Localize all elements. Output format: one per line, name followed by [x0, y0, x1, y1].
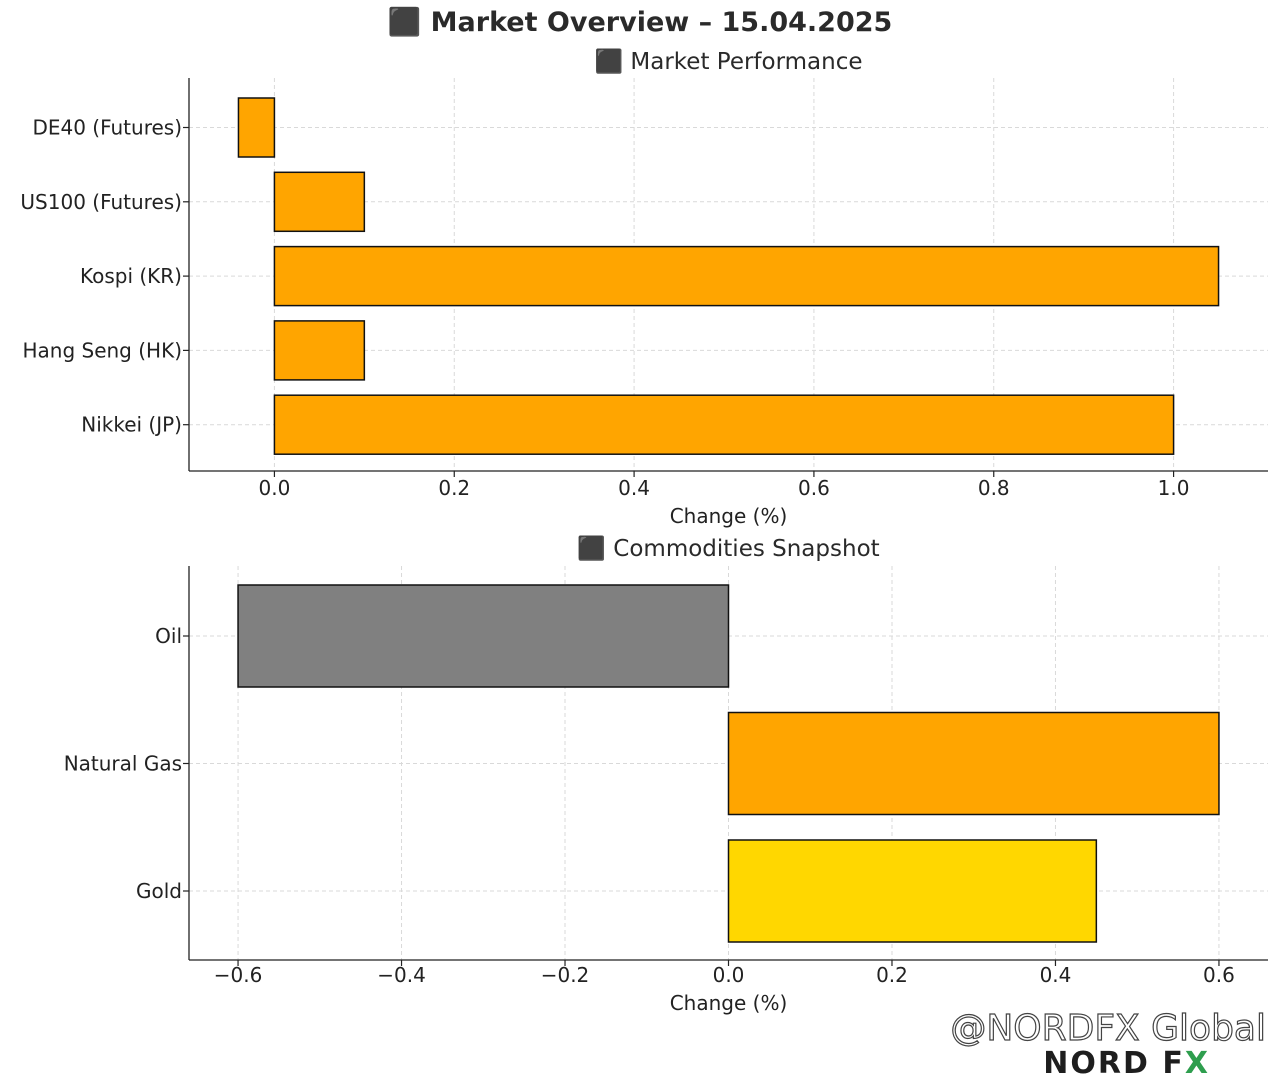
bar	[273, 320, 366, 381]
y-tick-label: Natural Gas	[64, 752, 182, 776]
watermark-handle: @NORDFX Global	[950, 1007, 1267, 1049]
commodities-title: ⬛ Commodities Snapshot	[577, 535, 879, 562]
y-tick-label: Oil	[155, 624, 182, 648]
x-tick-label: 0.2	[876, 963, 908, 987]
bar	[727, 839, 1098, 943]
performance-chart: 0.0 0.2 0.4 0.6 0.8 1.0 DE40 (Futures) US100 (F…	[20, 48, 1268, 528]
bar	[273, 394, 1175, 455]
page-title: ⬛ Market Overview – 15.04.2025	[387, 7, 893, 38]
bar	[273, 171, 366, 233]
performance-title: ⬛ Market Performance	[594, 48, 862, 75]
x-tick-label: 0.4	[618, 476, 650, 500]
x-tick-label: 0.6	[1203, 963, 1235, 987]
performance-xlabel: Change (%)	[670, 504, 788, 528]
x-tick-label: 0.4	[1040, 963, 1072, 987]
nordfx-logo: NORD FX	[1043, 1046, 1210, 1081]
logo-x: X	[1184, 1046, 1210, 1081]
x-tick-label: −0.6	[214, 963, 263, 987]
x-tick-label: 0.0	[259, 476, 291, 500]
watermark: @NORDFX Global NORD FX	[912, 1007, 1272, 1081]
commodities-chart: −0.6 −0.4 −0.2 0.0 0.2 0.4 0.6 Oil Natural Gas Go…	[64, 535, 1268, 1015]
bar	[273, 245, 1220, 307]
bar	[237, 97, 276, 158]
x-tick-label: 0.6	[798, 476, 830, 500]
x-tick-label: 0.8	[978, 476, 1010, 500]
logo-text: NORD F	[1043, 1046, 1185, 1081]
bar	[727, 711, 1220, 816]
y-tick-label: Nikkei (JP)	[81, 413, 182, 437]
x-tick-label: −0.2	[541, 963, 590, 987]
x-tick-label: 0.2	[438, 476, 470, 500]
y-tick-label: US100 (Futures)	[20, 190, 182, 214]
y-tick-label: Gold	[136, 879, 182, 903]
x-tick-label: −0.4	[377, 963, 426, 987]
bar	[237, 584, 730, 688]
x-tick-label: 1.0	[1158, 476, 1190, 500]
x-tick-label: 0.0	[713, 963, 745, 987]
y-tick-label: Kospi (KR)	[80, 264, 182, 288]
y-tick-label: DE40 (Futures)	[32, 116, 182, 140]
y-tick-label: Hang Seng (HK)	[22, 338, 182, 362]
commodities-xlabel: Change (%)	[670, 991, 788, 1015]
